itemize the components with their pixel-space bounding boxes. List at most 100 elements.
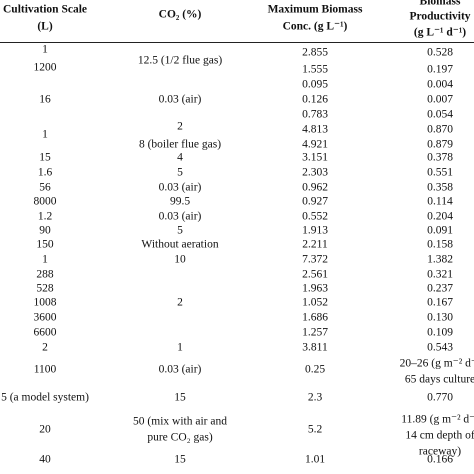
- table-cell: 8000: [33, 195, 57, 208]
- table-cell: 0.552: [302, 210, 328, 223]
- header-cell: Productivity: [409, 10, 471, 23]
- table-cell: 12.5 (1/2 flue gas): [137, 54, 223, 67]
- table-cell: 0.551: [427, 166, 453, 179]
- table-cell: 16: [39, 93, 51, 106]
- table-cell: 0.167: [427, 296, 453, 309]
- table-cell: raceway): [418, 445, 462, 458]
- table-cell: 11.89 (g m⁻² d⁻¹: [401, 413, 474, 426]
- table-cell: 4: [177, 151, 183, 164]
- table-cell: 2: [42, 341, 48, 354]
- table-cell: 0.870: [427, 123, 453, 136]
- table-cell: 14 cm depth of: [405, 429, 474, 442]
- header-cell: Biomass: [419, 0, 461, 8]
- table-cell: 1.963: [302, 282, 328, 295]
- table-cell: 1.6: [37, 166, 53, 179]
- table-cell: 0.528: [427, 46, 453, 59]
- table-cell: 2: [177, 120, 183, 133]
- table-cell: 1.382: [427, 253, 453, 266]
- table-cell: 1.686: [302, 311, 328, 324]
- table-cell: 2.303: [302, 166, 328, 179]
- header-cell: Maximum Biomass: [267, 3, 363, 16]
- table-cell: 1.555: [302, 63, 328, 76]
- table-cell: 3.151: [302, 151, 328, 164]
- table-cell: 0.126: [302, 93, 328, 106]
- table-cell: 15: [174, 453, 186, 466]
- table-cell: 0.091: [427, 224, 453, 237]
- table-cell: 0.054: [427, 108, 453, 121]
- table-cell: 528: [36, 282, 54, 295]
- table-cell: 1100: [33, 363, 57, 376]
- table-cell: 15: [39, 151, 51, 164]
- table-cell: 0.007: [427, 93, 453, 106]
- header-rule: [0, 42, 474, 43]
- table-cell: 0.114: [427, 195, 453, 208]
- table-cell: 1.01: [304, 453, 326, 466]
- table-cell: 0.130: [427, 311, 453, 324]
- header-cell: CO₂ (%): [158, 8, 202, 21]
- table-cell: 0.204: [427, 210, 453, 223]
- table-cell: 3600: [33, 311, 57, 324]
- table-cell: 0.109: [427, 326, 453, 339]
- table-cell: 0.237: [427, 282, 453, 295]
- table-cell: Without aeration: [141, 238, 219, 251]
- table-cell: 0.158: [427, 238, 453, 251]
- table-cell: 0.03 (air): [158, 181, 202, 194]
- table-cell: 1.2: [37, 210, 53, 223]
- table-cell: 7.372: [302, 253, 328, 266]
- table-cell: 0.321: [427, 268, 453, 281]
- table-cell: 56: [39, 181, 51, 194]
- table-cell: 2.855: [302, 46, 328, 59]
- table-cell: 0.03 (air): [158, 363, 202, 376]
- table-cell: 10: [174, 253, 186, 266]
- table-cell: 288: [36, 268, 54, 281]
- header-cell: (g L⁻¹ d⁻¹): [413, 26, 467, 39]
- table-cell: 0.197: [427, 63, 453, 76]
- table-cell: 2.3: [307, 391, 323, 404]
- table-cell: 20–26 (g m⁻² d⁻¹: [399, 357, 474, 370]
- table-cell: 5 (a model system): [1, 391, 89, 404]
- table-cell: 5.2: [307, 423, 323, 436]
- table-cell: 1200: [33, 61, 57, 74]
- table-cell: 0.03 (air): [158, 93, 202, 106]
- table-cell: 0.770: [427, 391, 453, 404]
- table-cell: 0.358: [427, 181, 453, 194]
- table-cell: 50 (mix with air and: [133, 415, 227, 428]
- table-cell: 4.813: [302, 123, 328, 136]
- table-cell: 0.166: [427, 453, 453, 466]
- table-cell: 15: [174, 391, 186, 404]
- table-cell: 2.561: [302, 268, 328, 281]
- table-cell: 0.927: [302, 195, 328, 208]
- table-cell: 0.095: [302, 78, 328, 91]
- table-cell: 20: [39, 423, 51, 436]
- table-cell: 0.543: [427, 341, 453, 354]
- table-cell: 0.004: [427, 78, 453, 91]
- header-cell: (L): [37, 20, 53, 33]
- table-cell: 0.03 (air): [158, 210, 202, 223]
- table-cell: 1: [42, 43, 48, 56]
- table-cell: 1.257: [302, 326, 328, 339]
- table-cell: 1: [177, 341, 183, 354]
- table-cell: pure CO₂ gas): [147, 431, 213, 444]
- table-cell: 1008: [33, 296, 57, 309]
- table-cell: 1.052: [302, 296, 328, 309]
- table-cell: 65 days culture: [404, 373, 474, 386]
- table-cell: 0.783: [302, 108, 328, 121]
- table-cell: 0.879: [427, 138, 453, 151]
- table-cell: 1.913: [302, 224, 328, 237]
- table-cell: 99.5: [169, 195, 191, 208]
- table-cell: 0.378: [427, 151, 453, 164]
- table-cell: 3.811: [302, 341, 328, 354]
- table-cell: 0.25: [304, 363, 326, 376]
- table-cell: 40: [39, 453, 51, 466]
- table-cell: 8 (boiler flue gas): [138, 138, 222, 151]
- table-cell: 5: [177, 224, 183, 237]
- table-cell: 2: [177, 296, 183, 309]
- table-cell: 0.962: [302, 181, 328, 194]
- header-cell: Conc. (g L⁻¹): [282, 20, 348, 33]
- table-cell: 1: [42, 253, 48, 266]
- table-cell: 4.921: [302, 138, 328, 151]
- table-cell: 2.211: [302, 238, 328, 251]
- table-cell: 90: [39, 224, 51, 237]
- table-cell: 1: [42, 128, 48, 141]
